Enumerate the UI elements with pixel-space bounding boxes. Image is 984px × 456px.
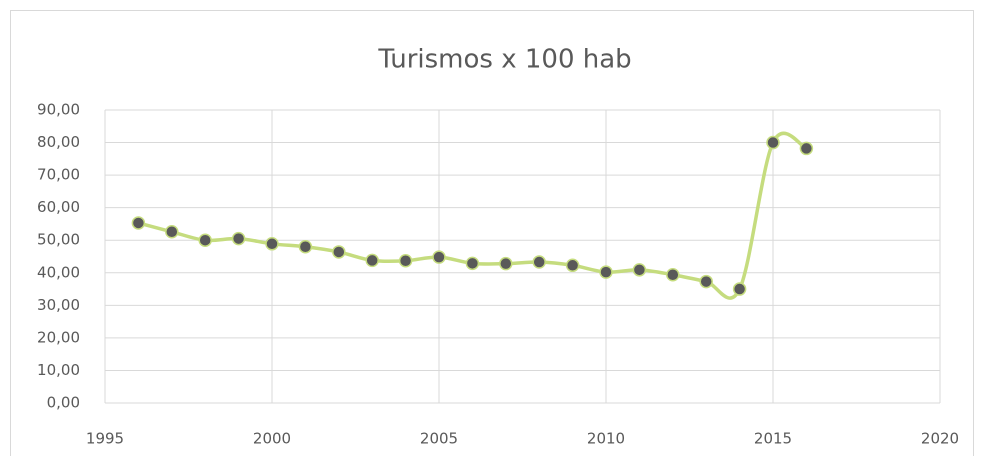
- marker: [198, 233, 212, 247]
- y-tick-label: 80,00: [37, 133, 80, 151]
- y-tick-label: 0,00: [47, 394, 80, 412]
- marker: [699, 274, 713, 289]
- chart-border: [10, 10, 974, 456]
- chart-title: Turismos x 100 hab: [377, 45, 631, 75]
- marker: [532, 255, 546, 269]
- x-tick-label: 2015: [754, 430, 792, 448]
- y-tick-label: 70,00: [37, 166, 80, 184]
- marker: [332, 245, 346, 259]
- marker: [265, 237, 279, 251]
- marker: [231, 231, 246, 246]
- marker: [398, 253, 413, 268]
- y-tick-label: 20,00: [37, 328, 80, 346]
- marker: [298, 239, 313, 254]
- x-tick-label: 2000: [253, 430, 291, 448]
- y-tick-label: 60,00: [37, 198, 80, 216]
- marker: [565, 258, 580, 273]
- marker: [465, 256, 480, 271]
- marker: [766, 135, 780, 150]
- y-tick-label: 90,00: [37, 101, 80, 119]
- marker: [799, 141, 814, 156]
- marker: [432, 250, 446, 264]
- x-tick-label: 1995: [86, 430, 124, 448]
- marker: [165, 225, 179, 239]
- y-tick-label: 40,00: [37, 263, 80, 281]
- marker: [365, 253, 379, 268]
- marker: [632, 263, 647, 277]
- y-tick-label: 50,00: [37, 231, 80, 249]
- marker: [131, 216, 146, 230]
- marker: [666, 267, 680, 282]
- marker: [732, 282, 747, 296]
- marker: [599, 265, 613, 279]
- x-tick-label: 2010: [587, 430, 625, 448]
- x-tick-label: 2005: [420, 430, 458, 448]
- y-tick-label: 30,00: [37, 296, 80, 314]
- marker: [499, 256, 513, 271]
- y-tick-label: 10,00: [37, 361, 80, 379]
- x-tick-label: 2020: [921, 430, 959, 448]
